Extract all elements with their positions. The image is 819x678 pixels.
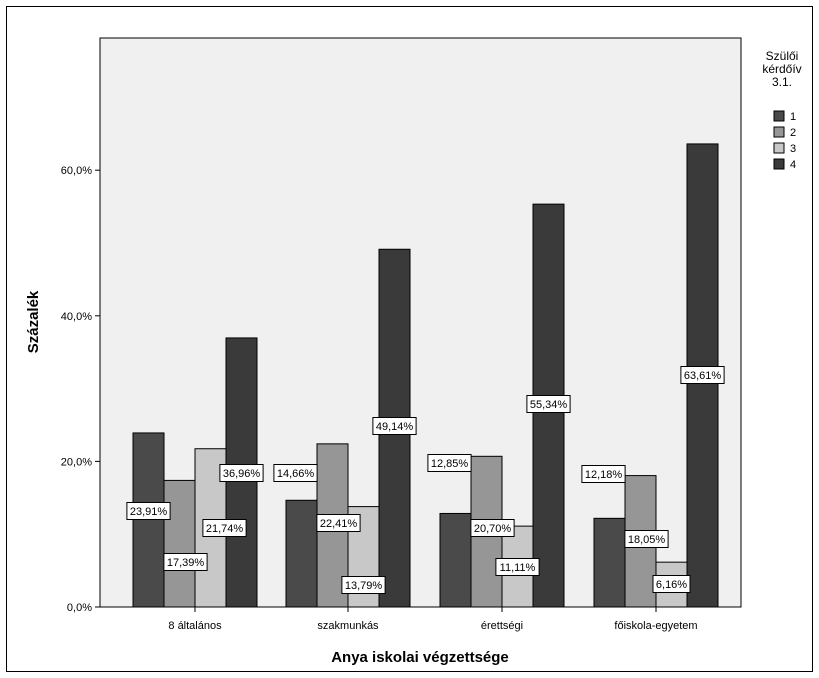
- data-label: 14,66%: [277, 468, 315, 480]
- data-label: 21,74%: [206, 523, 244, 535]
- legend-label: 3: [790, 143, 796, 155]
- data-label-box: [316, 514, 361, 532]
- legend: Szülői kérdőív 3.1. 1 2 3 4: [762, 49, 801, 171]
- bar: [593, 517, 626, 608]
- data-label: 22,41%: [320, 518, 358, 530]
- legend-label: 1: [790, 111, 796, 123]
- data-label-box: [126, 502, 171, 520]
- x-axis: 8 általános szakmunkás érettségi főiskola-e…: [168, 607, 698, 632]
- data-label: 13,79%: [345, 580, 383, 592]
- y-tick-label: 60,0%: [61, 165, 92, 177]
- bar: [285, 499, 318, 608]
- data-label-box: [624, 530, 669, 548]
- data-label: 23,91%: [130, 506, 168, 518]
- y-axis: 0,0% 20,0% 40,0% 60,0%: [61, 165, 100, 614]
- data-label: 18,05%: [628, 534, 666, 546]
- legend-label: 2: [790, 127, 796, 139]
- legend-swatch: [773, 142, 785, 154]
- data-label-box: [581, 465, 626, 483]
- data-label: 36,96%: [223, 468, 261, 480]
- x-tick-label: főiskola-egyetem: [614, 620, 697, 632]
- data-label: 11,11%: [500, 562, 536, 574]
- data-label-box: [680, 366, 725, 384]
- data-label: 6,16%: [656, 579, 687, 591]
- x-tick-label: érettségi: [481, 620, 523, 632]
- data-label-box: [341, 576, 386, 594]
- y-tick-label: 0,0%: [67, 602, 92, 614]
- data-label: 49,14%: [376, 421, 414, 433]
- data-label-box: [372, 417, 417, 435]
- data-label: 12,18%: [585, 469, 623, 481]
- x-tick-label: 8 általános: [168, 620, 222, 632]
- data-label-box: [202, 519, 247, 537]
- data-label-box: [495, 558, 540, 576]
- legend-title-line-2: kérdőív: [762, 62, 801, 76]
- y-tick-label: 20,0%: [61, 456, 92, 468]
- data-label-box: [427, 454, 472, 472]
- y-axis-title: Százalék: [25, 290, 42, 353]
- data-label: 17,39%: [167, 557, 205, 569]
- legend-swatch: [773, 110, 785, 122]
- data-label-box: [652, 575, 691, 593]
- legend-swatch: [773, 158, 785, 170]
- data-label: 12,85%: [431, 458, 469, 470]
- y-tick-label: 40,0%: [61, 311, 92, 323]
- data-label-box: [470, 519, 515, 537]
- x-tick-label: szakmunkás: [317, 620, 379, 632]
- data-labels-layer: 23,91% 17,39% 21,74% 36,96% 14,66% 22,41% 13,7…: [126, 366, 725, 594]
- legend-title-line-1: Szülői: [766, 49, 799, 63]
- bar: [439, 512, 472, 608]
- data-label-box: [163, 553, 208, 571]
- data-label-box: [273, 464, 318, 482]
- data-label: 63,61%: [684, 370, 722, 382]
- bar: [163, 479, 196, 608]
- data-label-box: [219, 464, 264, 482]
- x-axis-title: Anya iskolai végzettsége: [331, 649, 509, 666]
- legend-items: 1 2 3 4: [773, 110, 796, 171]
- legend-title-line-3: 3.1.: [772, 75, 792, 89]
- data-label-box: [526, 395, 571, 413]
- data-label: 20,70%: [474, 523, 512, 535]
- legend-swatch: [773, 126, 785, 138]
- legend-label: 4: [790, 159, 796, 171]
- data-label: 55,34%: [530, 399, 568, 411]
